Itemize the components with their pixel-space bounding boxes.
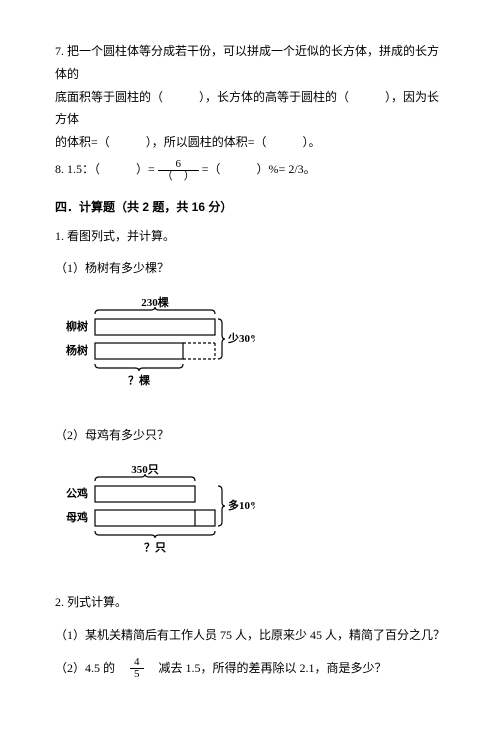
calc2-p2-prefix: （2）4.5 的	[55, 661, 127, 675]
d2-row1-bar	[95, 486, 195, 502]
calc2-p2-suffix: 减去 1.5，所得的差再除以 2.1，商是多少？	[147, 661, 387, 675]
calc2-p2: （2）4.5 的 4 5 减去 1.5，所得的差再除以 2.1，商是多少？	[55, 657, 445, 681]
d1-row2-label: 杨树	[66, 343, 88, 357]
d2-top-brace	[95, 474, 195, 481]
d2-bottom-label: ？只	[144, 541, 166, 554]
diagram-1: 230棵 柳树 杨树 少30% ？棵	[55, 294, 445, 404]
q7-line3: 的体积=（ ），所以圆柱的体积=（ ）。	[55, 135, 321, 149]
q8-frac-num: 6	[158, 159, 199, 171]
q8-fraction: 6 （ ）	[158, 159, 199, 182]
diagram-2: 350只 公鸡 母鸡 多10% ？只	[55, 461, 445, 571]
d1-right-brace	[218, 319, 225, 359]
section-4-title: 四．计算题（共 2 题，共 16 分）	[55, 196, 445, 219]
q8-frac-den: （ ）	[158, 171, 199, 182]
d2-right-label: 多10%	[228, 498, 255, 512]
d1-bottom-brace	[95, 364, 183, 371]
calc2-title: 2. 列式计算。	[55, 591, 445, 614]
d1-right-label: 少30%	[227, 331, 255, 345]
d2-row2-label: 母鸡	[66, 510, 88, 524]
question-7: 7. 把一个圆柱体等分成若干份，可以拼成一个近似的长方体，拼成的长方体的 底面积…	[55, 40, 445, 154]
d2-row2-bar	[95, 510, 215, 526]
q8-prefix: 8. 1.5：（ ）=	[55, 162, 158, 176]
q7-line2: 底面积等于圆柱的（ ），长方体的高等于圆柱的（ ），因为长方体	[55, 90, 439, 127]
d1-bottom-label: ？棵	[128, 373, 150, 387]
page: 7. 把一个圆柱体等分成若干份，可以拼成一个近似的长方体，拼成的长方体的 底面积…	[0, 0, 500, 730]
d2-right-brace	[218, 486, 225, 526]
diagram-1-svg: 230棵 柳树 杨树 少30% ？棵	[55, 294, 255, 404]
d1-top-label: 230棵	[141, 295, 169, 309]
question-8: 8. 1.5：（ ）= 6 （ ） =（ ）%= 2/3。	[55, 158, 445, 182]
calc1-p1: （1）杨树有多少棵？	[55, 257, 445, 280]
diagram-2-svg: 350只 公鸡 母鸡 多10% ？只	[55, 461, 255, 571]
d1-top-brace	[95, 307, 215, 314]
calc1-p2: （2）母鸡有多少只？	[55, 424, 445, 447]
d1-row1-label: 柳树	[66, 319, 88, 333]
d1-row2-bar	[95, 343, 183, 359]
calc2-p2-frac-den: 5	[130, 669, 144, 680]
calc1-title: 1. 看图列式，并计算。	[55, 225, 445, 248]
calc2-p1: （1）某机关精简后有工作人员 75 人，比原来少 45 人，精简了百分之几？	[55, 624, 445, 647]
d1-row1-bar	[95, 319, 215, 335]
d2-bottom-brace	[95, 531, 215, 538]
q8-suffix: =（ ）%= 2/3。	[202, 162, 316, 176]
calc2-p2-fraction: 4 5	[130, 657, 144, 680]
d2-row1-label: 公鸡	[66, 486, 88, 500]
q7-line1: 7. 把一个圆柱体等分成若干份，可以拼成一个近似的长方体，拼成的长方体的	[55, 44, 439, 81]
